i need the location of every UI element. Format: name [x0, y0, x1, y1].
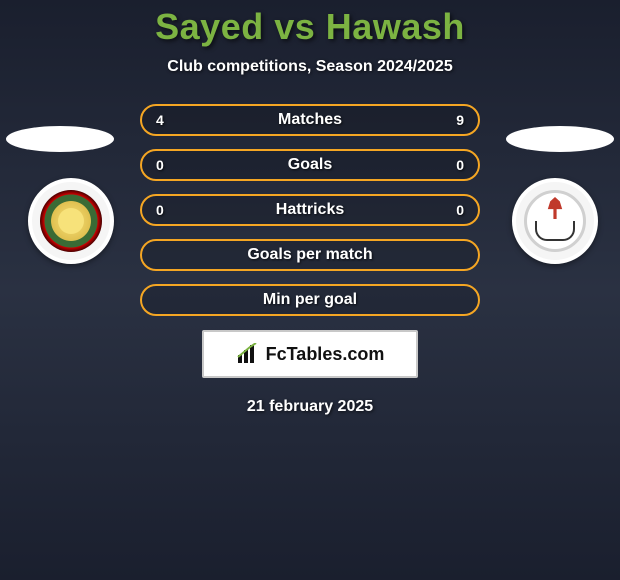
title-left: Sayed [155, 6, 264, 47]
bars-icon [236, 343, 262, 365]
stat-row-matches: 4 Matches 9 [140, 104, 480, 136]
stat-right-value: 0 [456, 202, 464, 218]
stat-left-value: 0 [156, 202, 164, 218]
stat-label: Hattricks [276, 201, 344, 219]
crest-graphic-left [40, 190, 102, 252]
stat-right-value: 0 [456, 157, 464, 173]
stat-left-value: 0 [156, 157, 164, 173]
stat-label: Min per goal [263, 291, 357, 309]
page-title: Sayed vs Hawash [0, 0, 620, 48]
date-label: 21 february 2025 [0, 398, 620, 416]
crest-graphic-right [524, 190, 586, 252]
title-right: Hawash [326, 6, 465, 47]
stat-label: Goals per match [247, 246, 372, 264]
stat-label: Goals [288, 156, 332, 174]
player-bar-right [506, 126, 614, 152]
fctables-logo: FcTables.com [202, 330, 418, 378]
stat-right-value: 9 [456, 112, 464, 128]
player-bar-left [6, 126, 114, 152]
stat-row-goals: 0 Goals 0 [140, 149, 480, 181]
club-crest-right [512, 178, 598, 264]
stat-row-goals-per-match: Goals per match [140, 239, 480, 271]
stat-row-hattricks: 0 Hattricks 0 [140, 194, 480, 226]
stat-label: Matches [278, 111, 342, 129]
club-crest-left [28, 178, 114, 264]
stat-left-value: 4 [156, 112, 164, 128]
subtitle: Club competitions, Season 2024/2025 [0, 58, 620, 76]
title-vs: vs [274, 6, 315, 47]
logo-text: FcTables.com [266, 344, 385, 365]
stat-row-min-per-goal: Min per goal [140, 284, 480, 316]
